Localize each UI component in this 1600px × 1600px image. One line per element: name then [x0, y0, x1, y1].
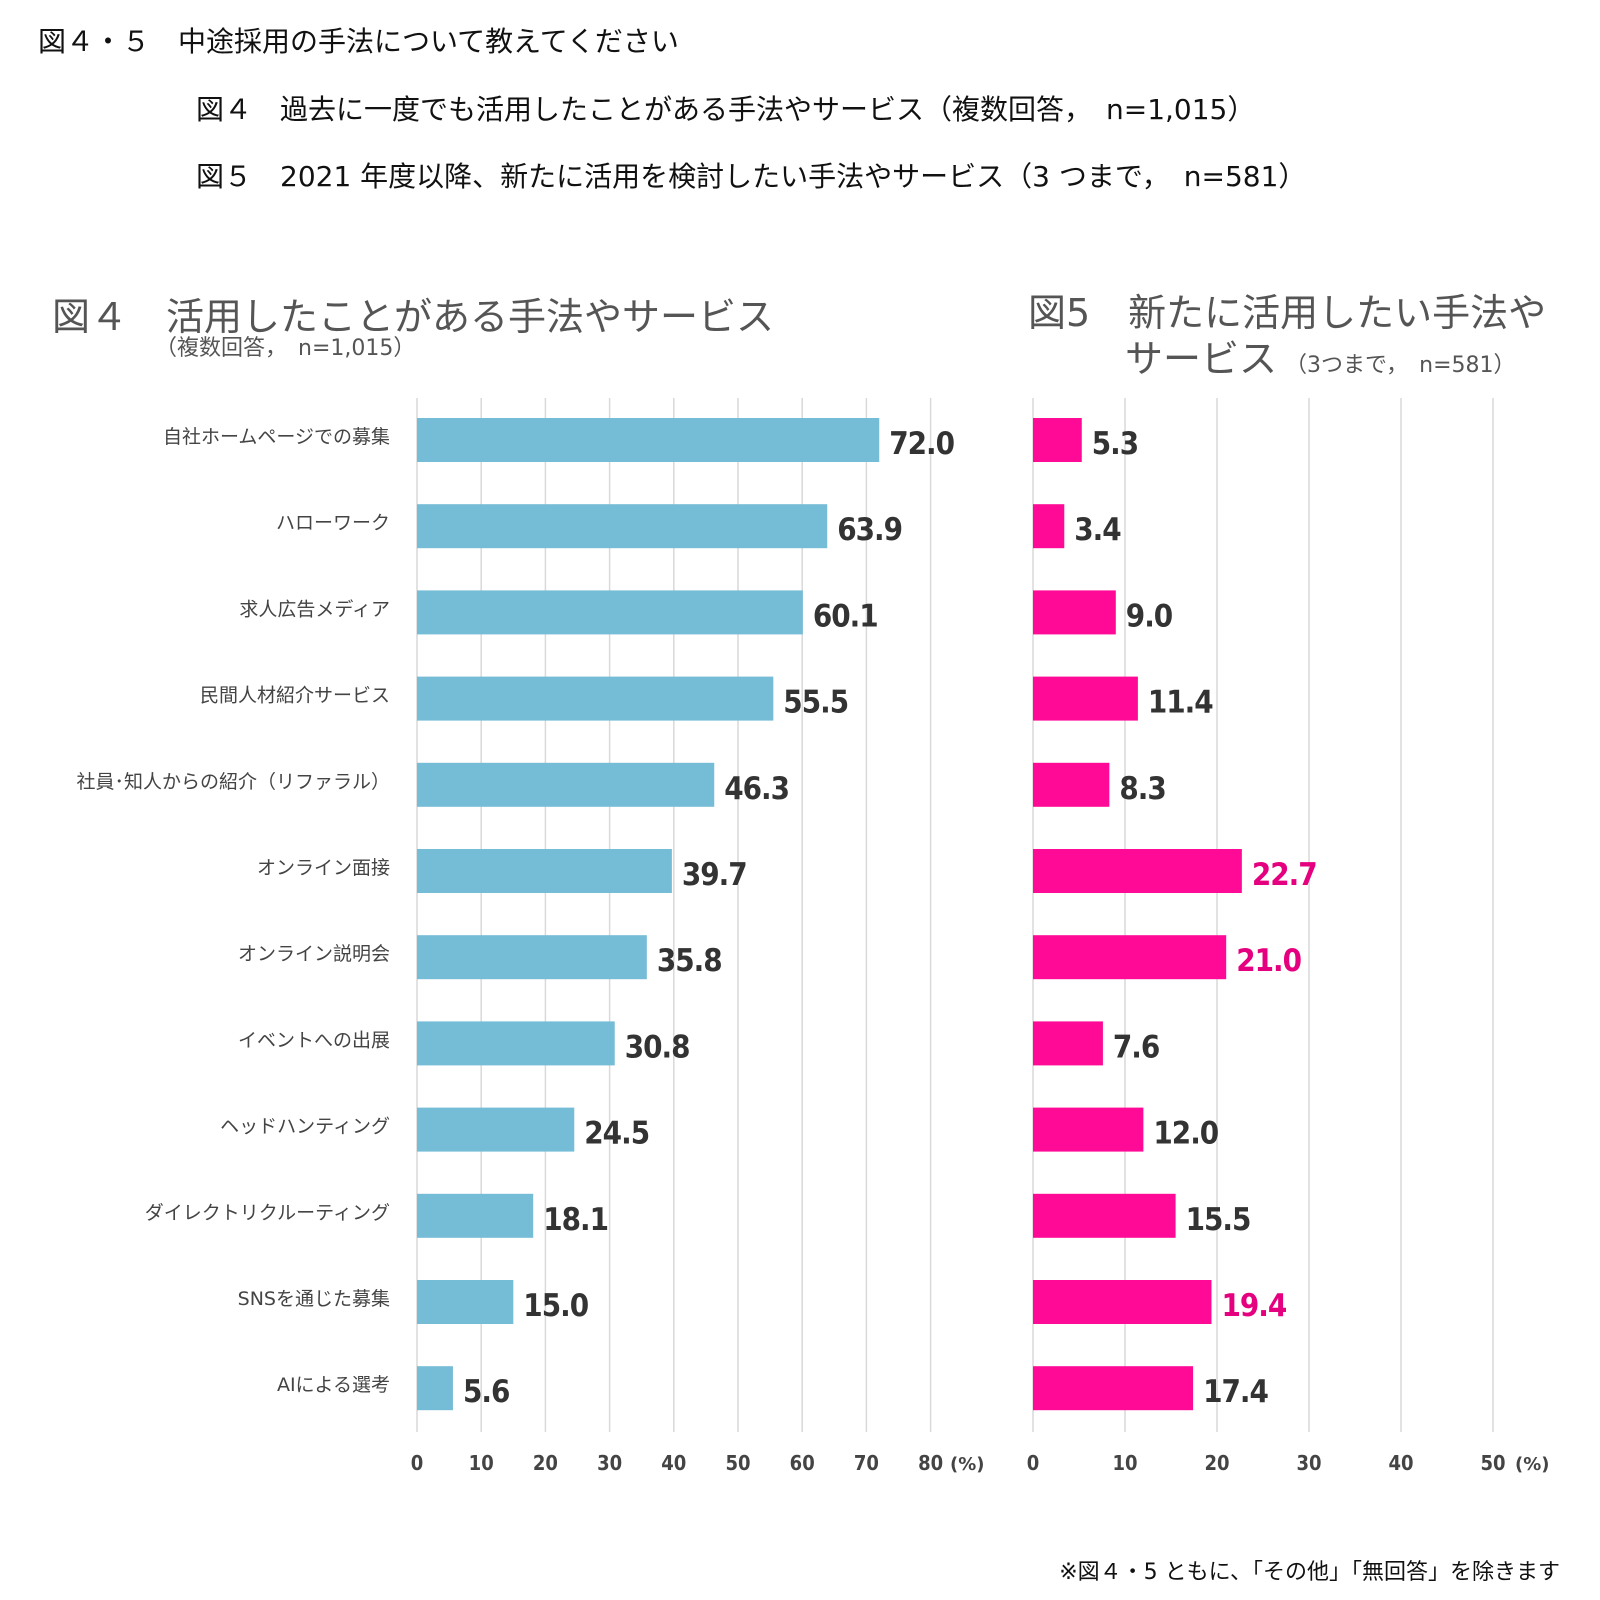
chart-4-tick-label: 30	[597, 1451, 622, 1475]
chart-4-category-label: AIによる選考	[277, 1374, 390, 1396]
chart-4-value-label: 63.9	[837, 512, 902, 548]
chart-4-value-label: 72.0	[889, 426, 954, 462]
chart-4-value-label: 15.0	[523, 1288, 588, 1324]
chart-5-bar	[1033, 1280, 1212, 1324]
chart-4-bar	[417, 849, 672, 893]
chart-4-tick-label: 0	[411, 1451, 424, 1475]
chart-4-category-label: 民間人材紹介サービス	[200, 685, 390, 707]
chart-4-value-label: 30.8	[625, 1029, 690, 1065]
chart-4-category-label: 求人広告メディア	[239, 598, 390, 620]
chart-4-category-label: ダイレクトリクルーティング	[145, 1202, 390, 1224]
chart-5-value-label: 11.4	[1148, 685, 1213, 721]
chart-5-bar	[1033, 762, 1110, 807]
chart-4-bar	[417, 418, 880, 462]
chart-4-category-label: ハローワーク	[276, 512, 390, 534]
chart-4-bar	[417, 1366, 453, 1411]
chart-4-category-label: 自社ホームページでの募集	[163, 426, 390, 448]
chart-4-value-label: 5.6	[463, 1374, 509, 1410]
chart-4-unit-label: (%)	[950, 1454, 985, 1475]
chart-4-category-label: イベントへの出展	[238, 1029, 390, 1051]
chart-5-value-label: 8.3	[1119, 771, 1165, 807]
chart-4-bar	[417, 762, 715, 807]
chart-4-category-label: SNSを通じた募集	[238, 1288, 390, 1310]
chart-5-value-label: 5.3	[1092, 426, 1138, 462]
chart-5-value-label: 21.0	[1236, 943, 1301, 979]
chart-5-subtitle: （3つまで， n=581）	[1285, 353, 1516, 378]
chart-5-bar	[1033, 676, 1138, 721]
chart-5-bar	[1033, 590, 1116, 635]
chart-4-bar	[417, 504, 828, 549]
chart-5-value-label: 17.4	[1203, 1374, 1268, 1410]
chart-5-value-label: 19.4	[1221, 1288, 1286, 1324]
chart-5-bar	[1033, 935, 1227, 980]
chart-4-tick-label: 20	[533, 1451, 558, 1475]
chart-5-title-line2: サービス （3つまで， n=581）	[1125, 328, 1516, 383]
chart-5-tick-label: 10	[1112, 1451, 1137, 1475]
chart-4-tick-label: 10	[469, 1451, 494, 1475]
chart-4-value-label: 39.7	[682, 857, 747, 893]
main-title: 図４・５ 中途採用の手法について教えてください	[38, 25, 679, 58]
chart-4-value-label: 24.5	[584, 1116, 649, 1152]
chart-4-subtitle: （複数回答， n=1,015）	[155, 336, 416, 361]
chart-5-bar	[1033, 418, 1082, 462]
chart-5-value-label: 15.5	[1186, 1202, 1251, 1238]
chart-4-bar	[417, 1280, 514, 1324]
chart-4-category-label: ヘッドハンティング	[220, 1116, 390, 1138]
chart-4-tick-label: 80	[918, 1451, 943, 1475]
chart-5-tick-label: 40	[1388, 1451, 1413, 1475]
subtitle-figure-4: 図４ 過去に一度でも活用したことがある手法やサービス（複数回答， n=1,015…	[196, 93, 1256, 126]
chart-5-title-line1: 図5 新たに活用したい手法や	[1028, 291, 1547, 335]
chart-4-value-label: 18.1	[543, 1202, 608, 1238]
chart-5-value-label: 7.6	[1113, 1029, 1159, 1065]
chart-4-bar	[417, 676, 774, 721]
chart-5-value-label: 3.4	[1074, 512, 1121, 548]
chart-5-value-label: 9.0	[1126, 598, 1173, 634]
chart-5-tick-label: 20	[1204, 1451, 1229, 1475]
chart-4-value-label: 55.5	[783, 685, 848, 721]
chart-4-tick-label: 70	[854, 1451, 879, 1475]
subtitle-figure-5: 図５ 2021 年度以降、新たに活用を検討したい手法やサービス（3 つまで， n…	[196, 160, 1307, 193]
chart-5-bar	[1033, 849, 1242, 893]
chart-5-tick-label: 0	[1027, 1451, 1040, 1475]
chart-4-bar	[417, 935, 647, 980]
chart-4-value-label: 60.1	[813, 598, 878, 634]
chart-4-bar	[417, 590, 803, 635]
chart-5-bar	[1033, 1366, 1194, 1411]
chart-4-category-label: 社員･知人からの紹介（リファラル）	[76, 771, 390, 793]
chart-5-bar	[1033, 1193, 1176, 1238]
chart-5-bar	[1033, 1107, 1144, 1152]
footnote: ※図４・5 ともに、「その他」「無回答」を除きます	[1059, 1560, 1560, 1585]
chart-4-value-label: 35.8	[657, 943, 722, 979]
chart-5-value-label: 12.0	[1153, 1116, 1218, 1152]
chart-4-title: 図４ 活用したことがある手法やサービス	[52, 295, 775, 339]
chart-4-value-label: 46.3	[724, 771, 789, 807]
chart-5-unit-label: (%)	[1515, 1454, 1550, 1475]
chart-4-category-label: オンライン説明会	[238, 943, 390, 965]
chart-5-tick-label: 30	[1296, 1451, 1321, 1475]
chart-4-tick-label: 50	[725, 1451, 750, 1475]
chart-5-tick-label: 50	[1480, 1451, 1505, 1475]
chart-4-bar	[417, 1107, 575, 1152]
chart-4-bar	[417, 1021, 615, 1066]
chart-5-value-label: 22.7	[1252, 857, 1317, 893]
chart-4-category-label: オンライン面接	[257, 857, 390, 879]
chart-4-bar	[417, 1193, 534, 1238]
chart-5-title-line2-text: サービス	[1125, 337, 1278, 381]
chart-5-bar	[1033, 1021, 1103, 1066]
chart-4-tick-label: 40	[661, 1451, 686, 1475]
chart-5-bar	[1033, 504, 1065, 549]
chart-4-tick-label: 60	[790, 1451, 815, 1475]
